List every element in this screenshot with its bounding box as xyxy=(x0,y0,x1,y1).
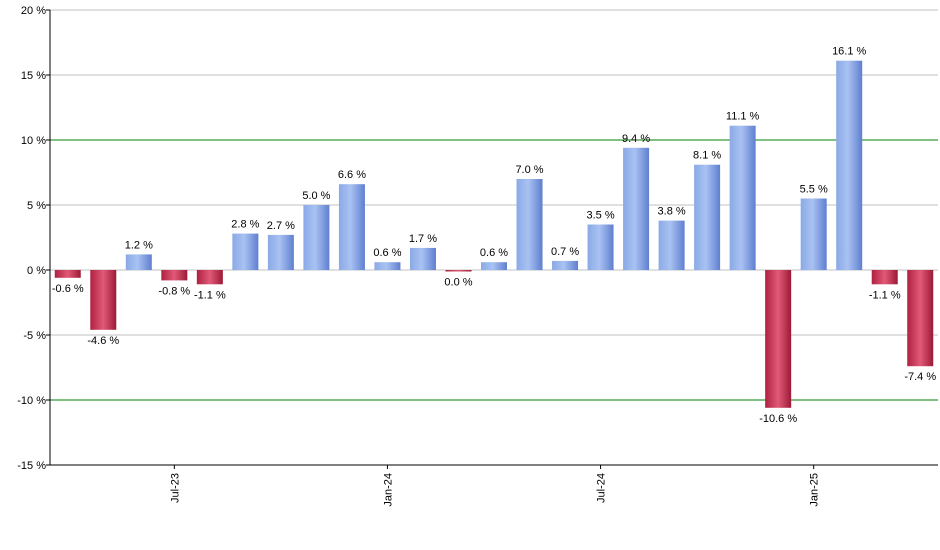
bar xyxy=(800,198,827,270)
bar xyxy=(552,260,579,270)
data-label: 0.0 % xyxy=(444,277,472,289)
data-label: -0.6 % xyxy=(52,283,84,295)
data-label: 5.5 % xyxy=(800,184,828,196)
x-tick-label: Jan-24 xyxy=(382,473,394,507)
bar xyxy=(871,270,898,285)
data-label: 2.7 % xyxy=(267,220,295,232)
bar xyxy=(90,270,117,330)
data-label: 16.1 % xyxy=(832,46,866,58)
data-label: -7.4 % xyxy=(904,371,936,383)
data-label: 2.8 % xyxy=(231,219,259,231)
bar xyxy=(623,147,650,270)
data-label: -0.8 % xyxy=(158,285,190,297)
x-tick-label: Jul-24 xyxy=(596,473,608,503)
data-label: 5.0 % xyxy=(302,190,330,202)
bar xyxy=(267,234,294,270)
bar xyxy=(658,220,685,270)
y-tick-label: 10 % xyxy=(21,135,46,147)
data-labels: -0.6 % -4.6 % 1.2 % -0.8 % -1.1 % 2.8 % 2.7 % 5… xyxy=(52,46,936,425)
y-tick-label: -5 % xyxy=(23,330,46,342)
y-tick-label: 20 % xyxy=(21,5,46,17)
y-tick-label: -15 % xyxy=(17,460,46,472)
data-label: 0.7 % xyxy=(551,246,579,258)
bar xyxy=(338,184,365,270)
data-label: 3.5 % xyxy=(586,210,614,222)
y-tick-labels: 20 % 15 % 10 % 5 % 0 % -5 % -10 % -15 % xyxy=(17,5,46,472)
bar xyxy=(161,270,188,281)
bar xyxy=(303,205,330,270)
bar xyxy=(836,60,863,271)
x-tick-label: Jan-25 xyxy=(809,473,821,507)
y-tick-label: 0 % xyxy=(27,265,46,277)
bar xyxy=(765,270,792,408)
data-label: 3.8 % xyxy=(658,206,686,218)
bars xyxy=(54,60,934,408)
data-label: 0.6 % xyxy=(373,247,401,259)
data-label: 11.1 % xyxy=(726,111,760,123)
bar xyxy=(125,254,152,270)
bar xyxy=(409,247,436,270)
data-label: 0.6 % xyxy=(480,247,508,259)
y-tick-label: 5 % xyxy=(27,200,46,212)
bar xyxy=(481,262,507,270)
y-tick-label: -10 % xyxy=(17,395,46,407)
bar xyxy=(54,270,81,278)
bar xyxy=(694,164,721,270)
data-label: 1.2 % xyxy=(125,239,153,251)
data-label: -10.6 % xyxy=(759,413,797,425)
bar xyxy=(587,224,614,270)
bar xyxy=(907,270,934,367)
bar xyxy=(445,270,472,272)
bar xyxy=(729,125,756,270)
bar xyxy=(196,270,223,285)
data-label: -4.6 % xyxy=(87,335,119,347)
data-label: -1.1 % xyxy=(869,289,901,301)
data-label: 9.4 % xyxy=(622,133,650,145)
y-tick-label: 15 % xyxy=(21,70,46,82)
data-label: 6.6 % xyxy=(338,169,366,181)
bar xyxy=(516,179,543,270)
bar xyxy=(232,233,259,270)
x-tick-label: Jul-23 xyxy=(169,473,181,503)
data-label: 8.1 % xyxy=(693,150,721,162)
axes xyxy=(46,9,938,469)
x-tick-labels: Jul-23 Jan-24 Jul-24 Jan-25 xyxy=(169,473,820,507)
data-label: 7.0 % xyxy=(515,164,543,176)
data-label: 1.7 % xyxy=(409,233,437,245)
data-label: -1.1 % xyxy=(194,289,226,301)
bar xyxy=(374,262,401,270)
